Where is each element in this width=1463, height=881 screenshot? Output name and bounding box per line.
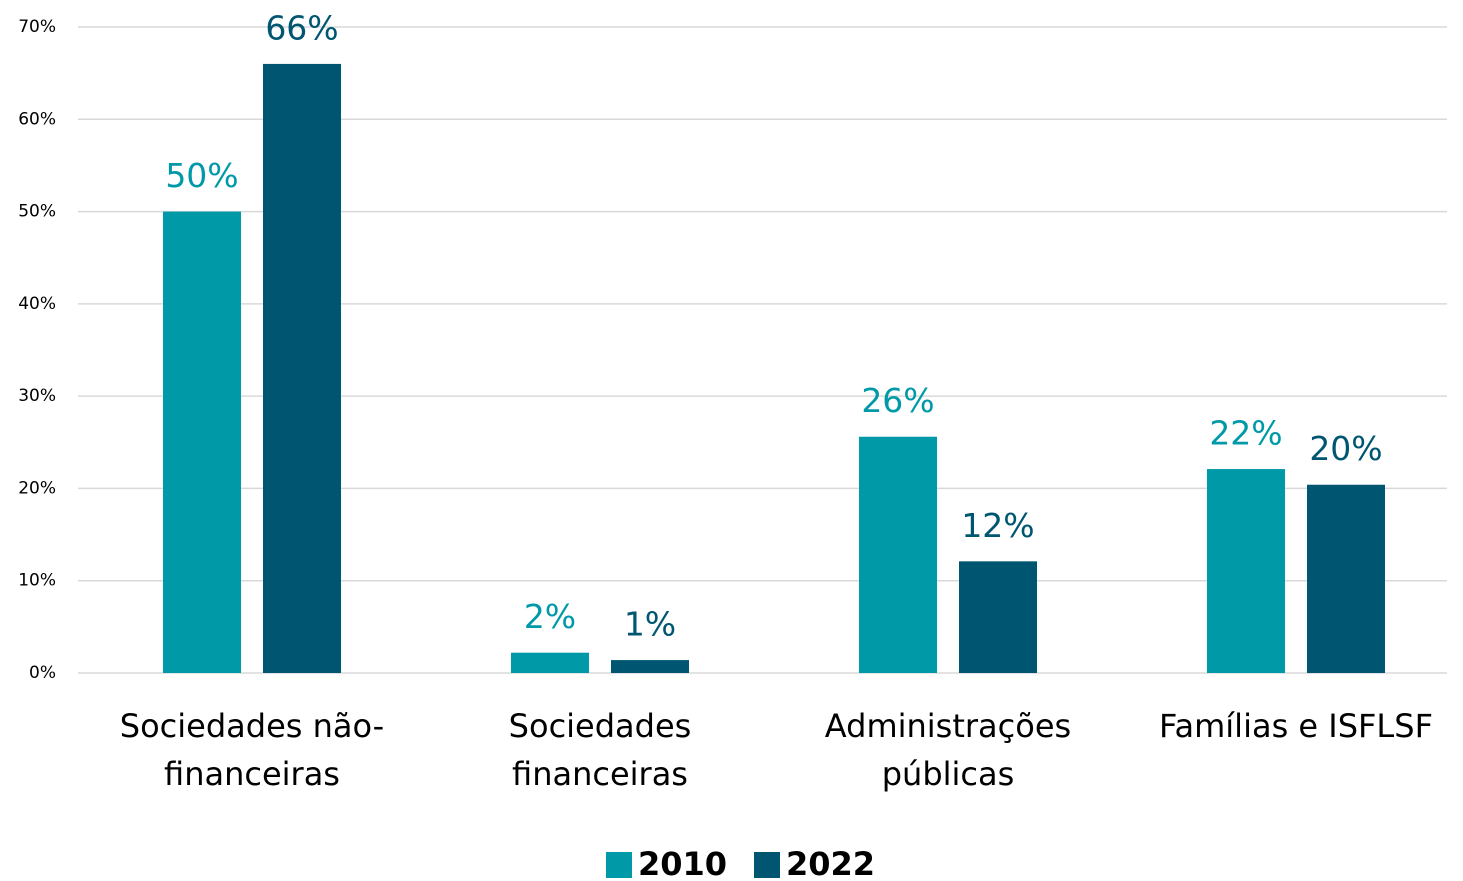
y-tick-label: 10%	[18, 571, 56, 591]
legend-swatch	[606, 852, 632, 878]
y-tick-label: 50%	[18, 202, 56, 222]
data-label: 26%	[861, 381, 934, 420]
x-tick-label: Famílias e ISFLSF	[1159, 707, 1433, 745]
y-tick-label: 40%	[18, 294, 56, 314]
bar	[959, 561, 1037, 673]
data-label: 2%	[524, 597, 576, 636]
y-tick-label: 30%	[18, 386, 56, 406]
bar	[1307, 484, 1385, 673]
data-label: 22%	[1209, 414, 1282, 453]
x-tick-label: Sociedades financeiras	[508, 707, 692, 793]
y-tick-label: 60%	[18, 109, 56, 129]
legend-swatch	[754, 852, 780, 878]
bar	[611, 660, 689, 673]
y-tick-label: 70%	[18, 17, 56, 37]
bar	[1207, 469, 1285, 673]
data-label: 1%	[624, 605, 676, 644]
y-tick-label: 20%	[18, 478, 56, 498]
bar	[263, 63, 341, 673]
bar	[511, 652, 589, 673]
bar	[859, 436, 937, 673]
x-tick-label: Administrações públicas	[824, 707, 1072, 793]
bar	[163, 211, 241, 674]
legend-label: 2022	[786, 845, 875, 881]
y-tick-label: 0%	[29, 663, 56, 683]
x-tick-label: Sociedades não-financeiras	[119, 707, 385, 793]
data-label: 50%	[165, 156, 238, 195]
data-label: 20%	[1309, 429, 1382, 468]
data-label: 12%	[961, 506, 1034, 545]
legend-label: 2010	[638, 845, 727, 881]
data-label: 66%	[265, 8, 338, 47]
